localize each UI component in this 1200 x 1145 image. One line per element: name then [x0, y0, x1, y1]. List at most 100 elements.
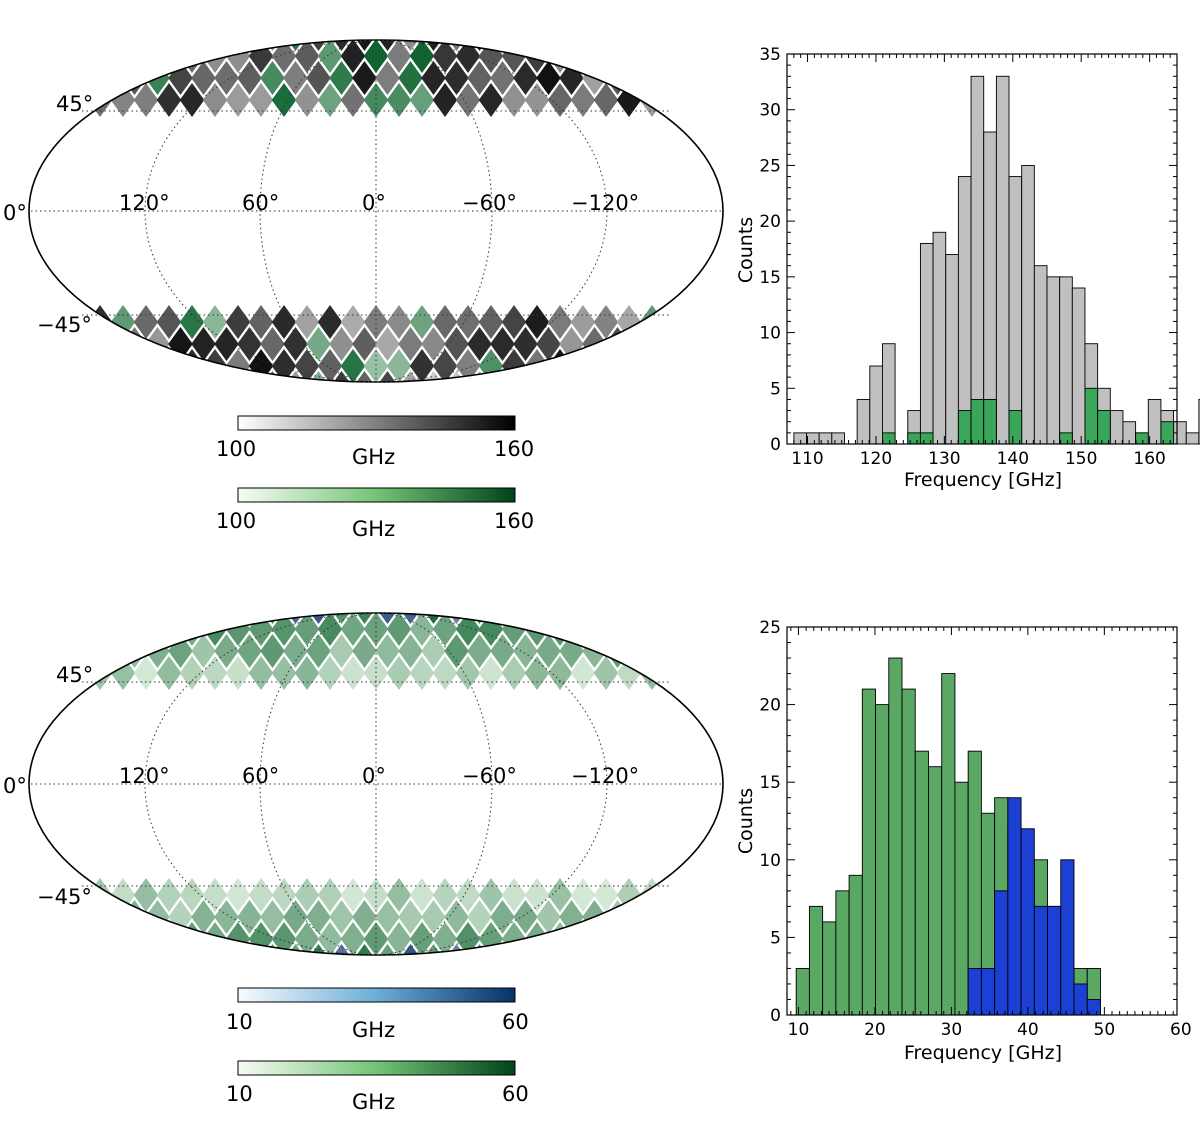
sky-tile — [421, 900, 446, 934]
sky-tile — [29, 371, 32, 382]
hist-bar-all — [1071, 287, 1086, 445]
sky-tile — [732, 656, 757, 690]
sky-tile — [432, 922, 458, 955]
sky-tile — [99, 634, 124, 668]
sky-tile — [271, 349, 297, 382]
sky-tile — [455, 613, 481, 646]
sky-tile — [168, 61, 193, 95]
sky-tile — [156, 613, 182, 646]
sky-tile — [283, 0, 308, 7]
sky-tile — [594, 568, 619, 602]
sky-tile — [329, 61, 354, 95]
sky-tile — [640, 393, 665, 427]
y-tick-label: 25 — [759, 156, 781, 176]
sky-tile — [720, 944, 723, 955]
sky-tile — [30, 61, 55, 95]
sky-tile — [168, 0, 193, 7]
sky-tile — [237, 634, 262, 668]
x-tick-label: 110 — [791, 449, 823, 469]
sky-tile — [363, 40, 389, 73]
sky-tile — [340, 613, 366, 646]
sky-tile — [639, 40, 665, 73]
sky-tile — [317, 922, 343, 955]
sky-tile — [628, 0, 653, 7]
sky-tile — [697, 613, 722, 624]
sky-tile — [490, 371, 515, 382]
sky-tile — [42, 568, 67, 602]
sky-tile — [340, 922, 366, 955]
sky-tile — [64, 349, 90, 382]
sky-tile — [203, 568, 228, 602]
sky-tile — [662, 40, 688, 73]
sky-tile — [755, 878, 780, 912]
sky-tile — [639, 305, 665, 339]
sky-tile — [547, 878, 573, 912]
sky-tile — [467, 0, 492, 7]
sky-tile — [226, 568, 251, 602]
colorbar-max-label: 60 — [502, 1082, 529, 1106]
sky-tile — [628, 944, 653, 955]
sky-tile — [605, 546, 630, 580]
sky-tile — [0, 966, 20, 1000]
x-tick-label: 50 — [1094, 1020, 1116, 1040]
sky-tile — [145, 415, 170, 449]
sky-tile — [490, 900, 515, 934]
sky-tile — [352, 0, 377, 7]
sky-map-green-blue: 45° 0° −45° 120° 60° 0° −60° −120° — [0, 546, 780, 1022]
sky-tile — [628, 613, 653, 624]
sky-tile — [260, 900, 285, 934]
colorbar-max-label: 160 — [494, 437, 534, 461]
sky-tile — [191, 371, 216, 382]
hist-bar-selected — [881, 432, 896, 445]
sky-tile — [490, 0, 515, 7]
sky-tile — [168, 546, 193, 580]
sky-tile — [295, 568, 320, 602]
sky-tile — [674, 40, 699, 51]
sky-tile — [616, 656, 642, 690]
sky-tile — [271, 613, 297, 646]
map-bottom-colorbar-blue: 10 GHz 60 — [226, 987, 529, 1042]
sky-tile — [7, 415, 32, 449]
sky-tile — [260, 546, 285, 580]
sky-tile — [237, 327, 262, 361]
sky-tile — [743, 0, 768, 7]
colorbar-min-label: 100 — [216, 509, 256, 533]
sky-tile — [294, 613, 320, 646]
sky-tile — [697, 988, 722, 1022]
x-tick-label: 160 — [1133, 449, 1165, 469]
sky-tile — [237, 40, 262, 51]
sky-tile — [571, 568, 596, 602]
sky-tile — [364, 0, 389, 29]
sky-tile — [122, 944, 147, 955]
sky-tile — [628, 900, 653, 934]
sky-tile — [99, 900, 124, 934]
hist-bar-all — [875, 704, 890, 1016]
sky-tile — [145, 371, 170, 382]
sky-tile — [490, 613, 515, 624]
colorbar-unit-label: GHz — [352, 1090, 395, 1114]
sky-tile — [340, 83, 366, 117]
hist-bar-all — [1109, 410, 1124, 445]
sky-tile — [720, 40, 723, 51]
sky-tile — [271, 83, 297, 117]
sky-tile — [720, 61, 723, 95]
sky-tile — [110, 349, 136, 382]
sky-tile — [294, 878, 320, 912]
sky-tile — [65, 568, 90, 602]
sky-tile — [260, 0, 285, 7]
hist-bar-selected — [1060, 859, 1075, 1016]
sky-tile — [363, 613, 389, 646]
sky-tile — [444, 0, 469, 7]
sky-tile — [260, 327, 285, 361]
sky-tile — [616, 878, 642, 912]
sky-tile — [306, 0, 331, 7]
sky-tile — [559, 0, 584, 7]
sky-tile — [375, 327, 400, 361]
y-tick-label: 10 — [759, 324, 781, 344]
sky-tile — [421, 61, 446, 95]
sky-tile — [76, 0, 101, 7]
sky-tile — [134, 966, 159, 1000]
sky-tile — [582, 988, 607, 1022]
sky-tile — [651, 900, 676, 934]
sky-tile — [29, 349, 44, 382]
